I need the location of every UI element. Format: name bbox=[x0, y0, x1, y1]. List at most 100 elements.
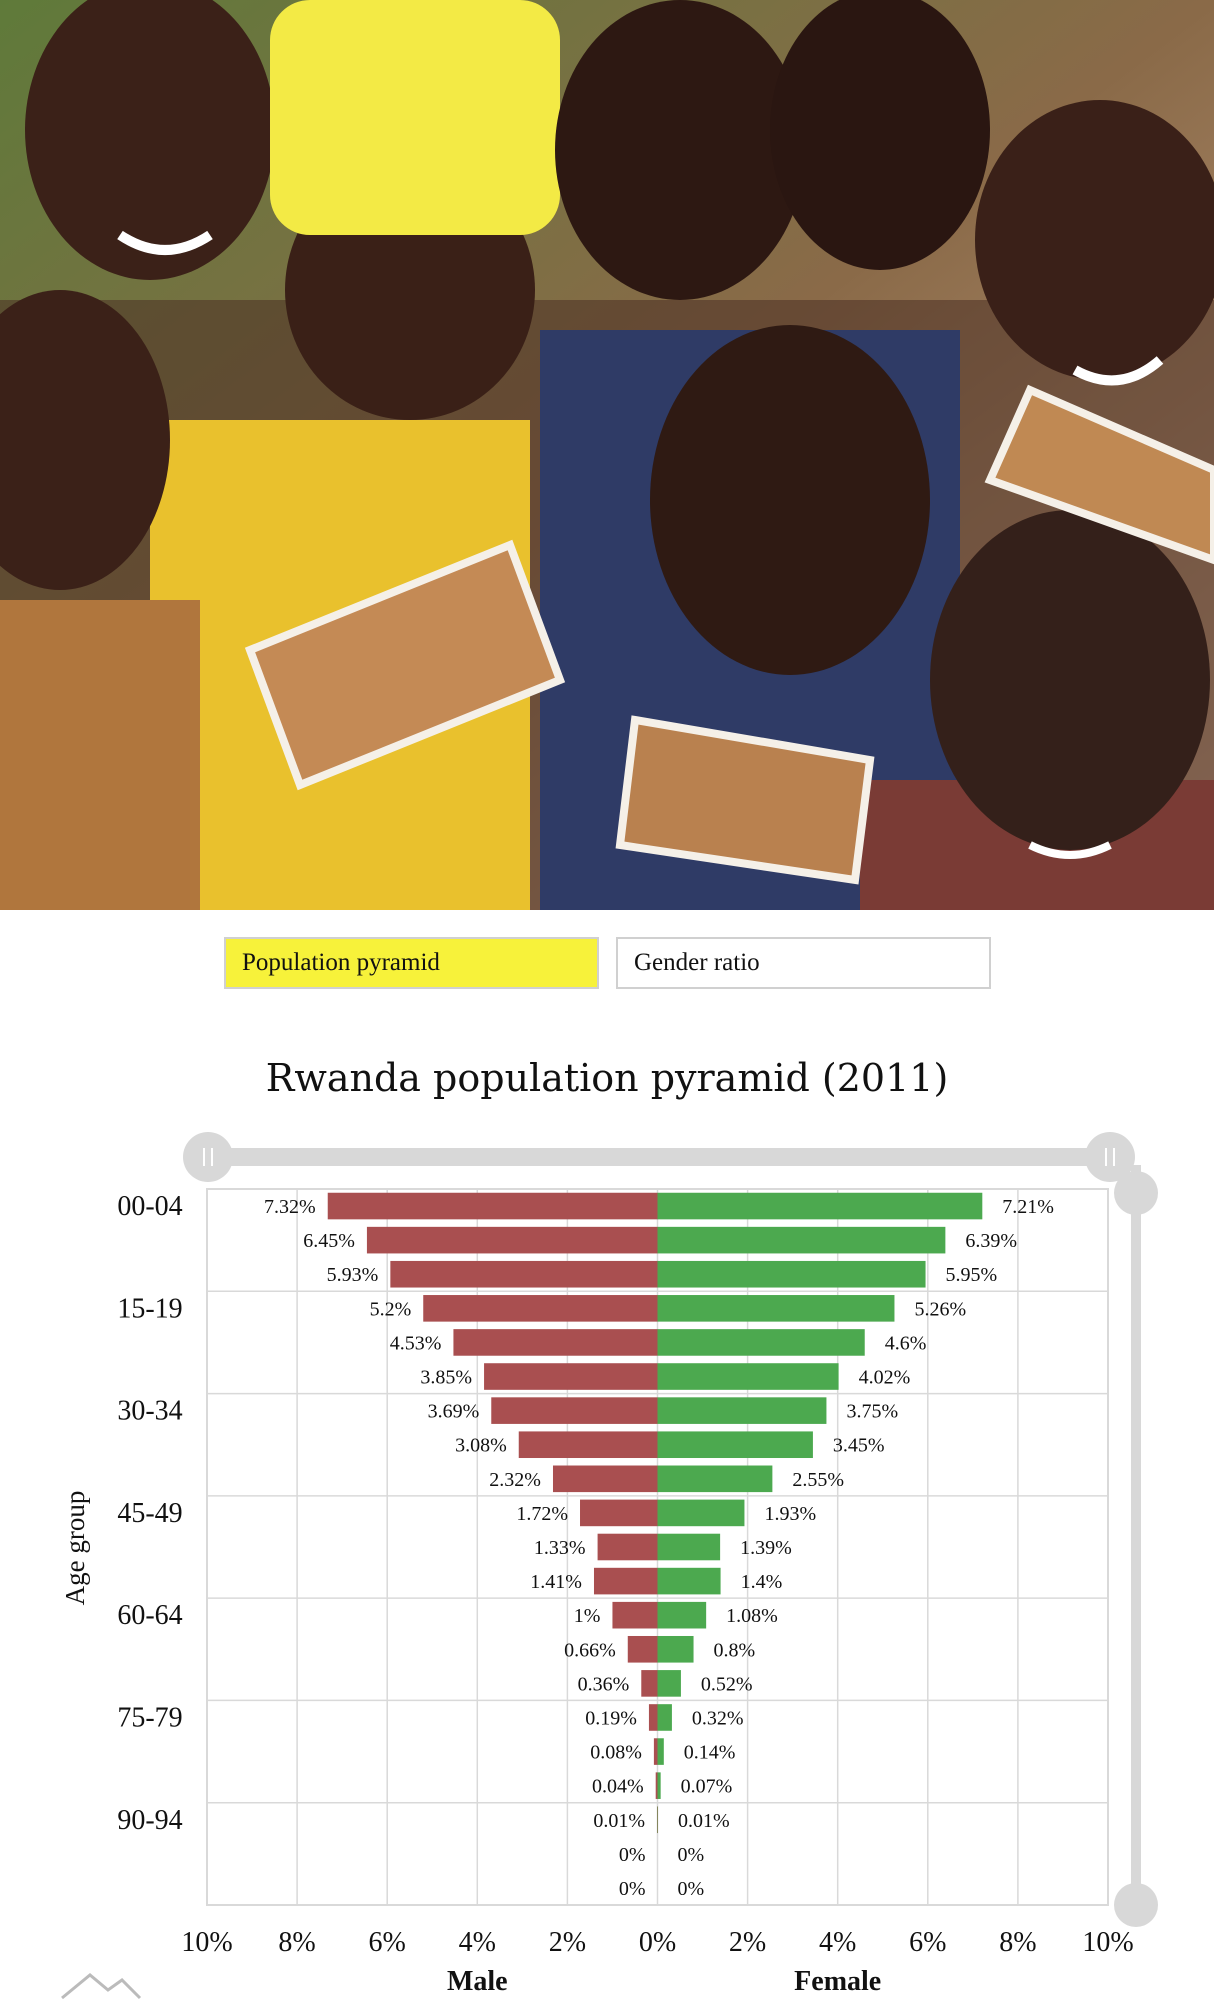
male-data-label: 7.32% bbox=[264, 1196, 316, 1218]
y-tick-label: 00-04 bbox=[117, 1191, 182, 1222]
female-data-label: 0.32% bbox=[692, 1707, 744, 1729]
female-bar bbox=[657, 1363, 839, 1390]
male-bar bbox=[423, 1295, 658, 1322]
male-data-label: 1% bbox=[574, 1605, 601, 1627]
male-bar bbox=[366, 1226, 658, 1254]
male-data-label: 0% bbox=[619, 1844, 646, 1866]
vertical-scroll-handle-top[interactable] bbox=[1114, 1171, 1158, 1215]
female-bar bbox=[657, 1260, 926, 1288]
female-data-label: 0.14% bbox=[684, 1742, 736, 1764]
male-data-label: 0% bbox=[619, 1878, 646, 1900]
male-data-label: 5.93% bbox=[327, 1264, 379, 1286]
scroll-handle-right[interactable] bbox=[1085, 1132, 1135, 1182]
male-axis-label: Male bbox=[447, 1966, 508, 1997]
x-tick-label: 8% bbox=[278, 1927, 315, 1958]
female-data-label: 0.8% bbox=[714, 1639, 756, 1661]
female-data-label: 7.21% bbox=[1002, 1196, 1054, 1218]
male-data-label: 1.33% bbox=[534, 1537, 586, 1559]
female-data-label: 5.26% bbox=[914, 1298, 966, 1320]
male-bar bbox=[641, 1670, 658, 1697]
female-bar bbox=[657, 1295, 895, 1322]
mountain-logo-icon bbox=[61, 1973, 142, 2000]
female-data-label: 3.75% bbox=[846, 1401, 898, 1423]
female-data-label: 0.07% bbox=[681, 1776, 733, 1798]
female-bar bbox=[657, 1772, 661, 1799]
male-bar bbox=[518, 1431, 658, 1459]
male-data-label: 3.08% bbox=[455, 1435, 507, 1457]
female-bar bbox=[657, 1431, 813, 1459]
x-tick-label: 10% bbox=[1082, 1927, 1133, 1958]
male-bar bbox=[491, 1397, 658, 1424]
male-data-label: 0.66% bbox=[564, 1639, 616, 1661]
female-data-label: 0.01% bbox=[678, 1810, 730, 1832]
female-data-label: 0.52% bbox=[701, 1673, 753, 1695]
female-data-label: 1.93% bbox=[764, 1503, 816, 1525]
male-data-label: 0.08% bbox=[590, 1742, 642, 1764]
male-bar bbox=[648, 1704, 658, 1731]
female-bar bbox=[657, 1670, 681, 1697]
female-bar bbox=[657, 1533, 721, 1561]
male-data-label: 6.45% bbox=[303, 1230, 355, 1252]
female-bar bbox=[657, 1704, 672, 1731]
female-data-label: 6.39% bbox=[965, 1230, 1017, 1252]
female-data-label: 4.02% bbox=[859, 1367, 911, 1389]
female-data-label: 2.55% bbox=[792, 1469, 844, 1491]
female-bar bbox=[657, 1567, 721, 1595]
female-bar bbox=[657, 1465, 773, 1493]
female-bar bbox=[657, 1499, 745, 1527]
male-bar bbox=[327, 1192, 658, 1220]
male-bar bbox=[484, 1363, 658, 1390]
female-axis-label: Female bbox=[794, 1966, 881, 1997]
male-bar bbox=[453, 1329, 658, 1356]
x-tick-label: 4% bbox=[459, 1927, 496, 1958]
male-data-label: 0.01% bbox=[593, 1810, 645, 1832]
female-bar bbox=[657, 1738, 664, 1765]
y-tick-label: 60-64 bbox=[117, 1600, 182, 1631]
tab-gender-ratio[interactable]: Gender ratio bbox=[616, 937, 991, 989]
x-tick-label: 8% bbox=[999, 1927, 1036, 1958]
female-bar bbox=[657, 1397, 827, 1424]
male-data-label: 2.32% bbox=[489, 1469, 541, 1491]
male-data-label: 1.72% bbox=[516, 1503, 568, 1525]
female-data-label: 1.4% bbox=[741, 1571, 783, 1593]
female-data-label: 1.08% bbox=[726, 1605, 778, 1627]
male-bar bbox=[653, 1738, 658, 1765]
male-data-label: 4.53% bbox=[390, 1332, 442, 1354]
children-group-photo bbox=[0, 0, 1214, 910]
vertical-scroll-handle-bottom[interactable] bbox=[1114, 1883, 1158, 1927]
female-bar bbox=[657, 1226, 946, 1254]
male-data-label: 1.41% bbox=[530, 1571, 582, 1593]
tab-population-pyramid[interactable]: Population pyramid bbox=[224, 937, 599, 989]
y-tick-label: 30-34 bbox=[117, 1396, 182, 1427]
male-bar bbox=[655, 1772, 658, 1799]
male-data-label: 0.36% bbox=[578, 1673, 630, 1695]
female-data-label: 4.6% bbox=[885, 1332, 927, 1354]
y-axis-label: Age group bbox=[60, 1491, 90, 1606]
male-data-label: 3.85% bbox=[420, 1367, 472, 1389]
x-tick-label: 2% bbox=[549, 1927, 586, 1958]
female-data-label: 1.39% bbox=[740, 1537, 792, 1559]
x-tick-label: 6% bbox=[369, 1927, 406, 1958]
male-data-label: 5.2% bbox=[370, 1298, 412, 1320]
scroll-handle-left[interactable] bbox=[183, 1132, 233, 1182]
female-data-label: 3.45% bbox=[833, 1435, 885, 1457]
y-tick-label: 75-79 bbox=[117, 1702, 182, 1733]
female-data-label: 5.95% bbox=[946, 1264, 998, 1286]
horizontal-scroll-track[interactable] bbox=[205, 1148, 1113, 1166]
y-tick-label: 15-19 bbox=[117, 1293, 182, 1324]
female-bar bbox=[657, 1192, 983, 1220]
male-data-label: 0.19% bbox=[585, 1707, 637, 1729]
population-pyramid-chart: 7.32% 7.21% 6.45% 6.39% 5.93% 5.95% 5.2% 5.26% 4… bbox=[60, 1132, 1158, 2000]
vertical-scroll-track[interactable] bbox=[1131, 1165, 1141, 1917]
male-bar bbox=[593, 1567, 658, 1595]
x-tick-label: 10% bbox=[181, 1927, 232, 1958]
x-tick-label: 2% bbox=[729, 1927, 766, 1958]
chart-title: Rwanda population pyramid (2011) bbox=[265, 1056, 949, 1100]
male-bar bbox=[597, 1533, 658, 1561]
male-data-label: 3.69% bbox=[428, 1401, 480, 1423]
male-bar bbox=[390, 1260, 658, 1288]
male-bar bbox=[612, 1601, 658, 1629]
y-tick-label: 90-94 bbox=[117, 1805, 182, 1836]
x-tick-label: 6% bbox=[909, 1927, 946, 1958]
female-data-label: 0% bbox=[678, 1844, 705, 1866]
